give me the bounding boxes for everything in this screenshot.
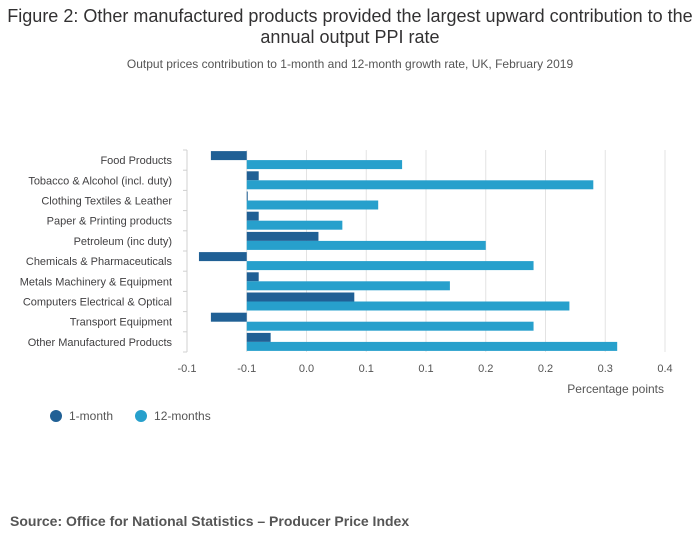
bar-12-months[interactable]	[246, 281, 450, 291]
category-labels: Food Products Tobacco & Alcohol (incl. du…	[20, 155, 173, 349]
bar-12-months[interactable]	[246, 180, 594, 190]
x-tick-label: 0.0	[299, 363, 314, 375]
category-label: Clothing Textiles & Leather	[41, 196, 172, 208]
legend-item-1-month[interactable]: 1-month	[50, 409, 113, 423]
legend-label-1-month: 1-month	[69, 409, 114, 423]
bar-12-months[interactable]	[246, 240, 486, 250]
bar-12-months[interactable]	[246, 301, 570, 311]
bar-12-months[interactable]	[246, 321, 534, 331]
bar-12-months[interactable]	[246, 200, 379, 210]
category-label: Chemicals & Pharmaceuticals	[26, 256, 173, 268]
bar-1-month[interactable]	[246, 171, 259, 181]
source-note: Source: Office for National Statistics –…	[10, 513, 410, 529]
legend-label-12-months: 12-months	[154, 409, 211, 423]
category-label: Other Manufactured Products	[28, 337, 173, 349]
category-label: Computers Electrical & Optical	[23, 297, 172, 309]
bar-12-months[interactable]	[246, 261, 534, 271]
legend-item-12-months[interactable]: 12-months	[135, 409, 211, 423]
x-tick-labels: -0.1 -0.1 0.0 0.1 0.1 0.2 0.2 0.3 0.4	[178, 363, 673, 375]
legend-swatch-12-months	[135, 410, 148, 422]
x-tick-label: 0.1	[418, 363, 433, 375]
bar-12-months[interactable]	[246, 341, 618, 351]
legend-swatch-1-month	[50, 410, 62, 422]
category-label: Food Products	[100, 155, 172, 167]
category-ticks	[183, 149, 187, 353]
category-label: Paper & Printing products	[47, 216, 173, 228]
bar-12-months[interactable]	[246, 220, 343, 230]
bar-1-month[interactable]	[246, 292, 355, 302]
chart-title: Figure 2: Other manufactured products pr…	[7, 6, 693, 47]
bar-12-months[interactable]	[246, 160, 403, 170]
bar-1-month[interactable]	[246, 211, 259, 221]
x-tick-label: 0.4	[657, 363, 672, 375]
chart-subtitle: Output prices contribution to 1-month an…	[126, 57, 574, 71]
x-axis-title: Percentage points	[567, 382, 664, 396]
x-tick-label: 0.2	[478, 363, 493, 375]
bar-1-month[interactable]	[198, 252, 247, 262]
category-label: Petroleum (inc duty)	[74, 236, 172, 248]
x-tick-label: 0.3	[598, 363, 613, 375]
bar-1-month[interactable]	[246, 191, 248, 201]
bar-1-month[interactable]	[246, 332, 271, 342]
bar-1-month[interactable]	[210, 151, 247, 161]
category-label: Metals Machinery & Equipment	[20, 276, 172, 288]
bar-1-month[interactable]	[210, 312, 247, 322]
x-tick-label: -0.1	[237, 363, 256, 375]
bar-1-month[interactable]	[246, 272, 259, 282]
x-tick-label: 0.1	[359, 363, 374, 375]
bars	[198, 151, 618, 351]
category-label: Transport Equipment	[70, 317, 172, 329]
x-tick-label: -0.1	[178, 363, 197, 375]
category-label: Tobacco & Alcohol (incl. duty)	[28, 175, 172, 187]
legend: 1-month 12-months	[50, 409, 233, 423]
bar-1-month[interactable]	[246, 231, 319, 241]
x-tick-label: 0.2	[538, 363, 553, 375]
